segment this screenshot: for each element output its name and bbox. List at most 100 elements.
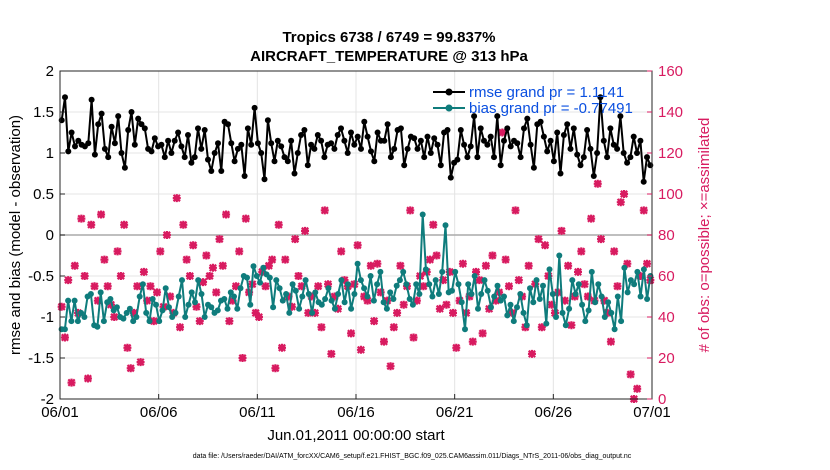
rmse-point (627, 154, 634, 161)
obs-count-marker (70, 261, 79, 270)
bias-point (198, 291, 205, 297)
obs-count-marker (547, 300, 556, 309)
bias-point (595, 281, 602, 288)
obs-count-marker (340, 276, 349, 285)
left-tick-label: 0 (46, 227, 54, 244)
obs-count-marker (445, 267, 454, 276)
obs-count-marker (583, 292, 592, 301)
obs-count-marker (195, 317, 204, 326)
rmse-point (371, 158, 378, 165)
bias-point (247, 301, 254, 308)
obs-count-marker (139, 267, 148, 276)
rmse-point (101, 145, 108, 152)
y-axis-label-right: # of obs: o=possible; ×=assimilated (696, 118, 713, 353)
obs-count-marker (179, 220, 188, 229)
bias-point (68, 318, 75, 325)
rmse-point (314, 132, 321, 138)
obs-count-marker (534, 235, 543, 244)
rmse-point (491, 154, 497, 161)
bias-point (491, 293, 498, 300)
bias-point (380, 299, 387, 306)
obs-count-marker (406, 206, 415, 215)
rmse-point (151, 135, 158, 142)
bias-point (406, 296, 413, 302)
rmse-point (95, 121, 102, 128)
rmse-point (617, 113, 624, 120)
bias-point (439, 268, 446, 275)
bias-point (611, 326, 618, 333)
bias-point (172, 309, 179, 316)
obs-count-marker (376, 288, 385, 297)
rmse-point (244, 125, 251, 132)
obs-count-marker (356, 345, 365, 354)
rmse-point (211, 150, 218, 156)
bias-point (429, 293, 436, 300)
obs-count-marker (87, 220, 96, 229)
bias-point (575, 281, 582, 288)
bias-point (100, 318, 107, 325)
obs-count-marker (511, 206, 520, 215)
rmse-point (630, 133, 637, 140)
rmse-point (620, 150, 627, 156)
bias-point (601, 314, 608, 320)
rmse-point (208, 168, 215, 174)
bias-point (514, 304, 520, 311)
bias-point (341, 299, 348, 306)
bias-point (435, 291, 442, 297)
rmse-point (580, 154, 587, 161)
obs-count-marker (458, 259, 467, 268)
rmse-point (338, 125, 344, 132)
rmse-point (121, 164, 128, 171)
right-tick-label: 0 (658, 391, 666, 408)
bias-point (87, 291, 94, 297)
obs-count-marker (353, 241, 362, 250)
rmse-point (218, 168, 225, 174)
rmse-point (65, 148, 72, 155)
rmse-point (447, 174, 454, 181)
rmse-point (421, 154, 428, 161)
rmse-point (464, 154, 471, 161)
obs-count-marker (74, 308, 83, 317)
rmse-point (268, 140, 275, 147)
obs-count-marker (320, 206, 329, 215)
bias-point (185, 301, 192, 308)
obs-count-marker (347, 329, 356, 338)
rmse-point (567, 145, 574, 152)
bias-point (383, 305, 390, 312)
bias-point (618, 318, 625, 325)
bias-point (562, 322, 569, 329)
bias-point (195, 277, 202, 284)
obs-count-marker (222, 210, 231, 219)
left-tick-label: -1 (41, 309, 54, 326)
obs-count-marker (126, 364, 135, 373)
obs-count-marker (80, 272, 89, 280)
obs-count-marker (610, 247, 619, 256)
bias-point (501, 293, 507, 300)
obs-count-marker (235, 247, 244, 256)
bias-point (400, 268, 407, 275)
bias-point (257, 279, 263, 286)
obs-count-marker (60, 333, 69, 342)
bias-point (621, 264, 628, 271)
rmse-point (497, 162, 504, 169)
bias-point (328, 297, 335, 304)
rmse-point (271, 158, 278, 165)
obs-count-marker (330, 292, 339, 301)
rmse-point (308, 141, 315, 148)
obs-count-marker (254, 313, 263, 321)
obs-count-marker (149, 317, 158, 326)
rmse-point (607, 125, 614, 132)
rmse-point (521, 125, 527, 132)
obs-count-marker (593, 179, 602, 188)
bias-point (279, 297, 286, 304)
right-tick-label: 60 (658, 268, 675, 285)
rmse-point (614, 145, 621, 152)
obs-count-marker (639, 206, 648, 215)
rmse-point (288, 137, 295, 144)
rmse-point (437, 162, 444, 169)
rmse-point (178, 143, 185, 150)
bias-point (572, 291, 579, 297)
obs-count-marker (488, 251, 497, 260)
bias-point (208, 304, 215, 311)
left-tick-label: -2 (41, 391, 54, 408)
